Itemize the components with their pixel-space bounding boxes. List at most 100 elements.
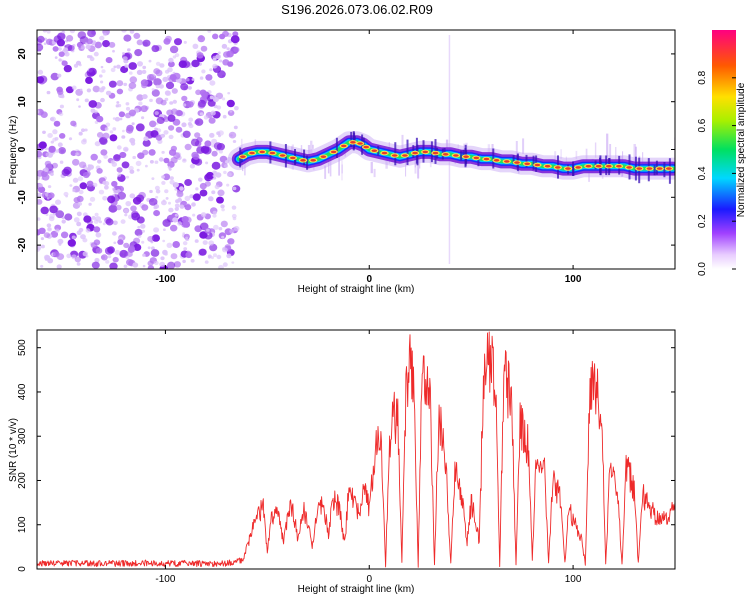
noise-speckle (183, 247, 188, 251)
noise-speckle (207, 254, 212, 259)
noise-speckle (149, 189, 153, 194)
peak-red (646, 167, 653, 170)
noise-speckle (85, 44, 91, 50)
noise-speckle (196, 52, 204, 59)
noise-speckle (116, 80, 124, 87)
noise-speckle (154, 185, 160, 191)
streak (327, 150, 330, 174)
streak (417, 165, 419, 180)
noise-speckle (151, 177, 155, 181)
noise-speckle (52, 129, 58, 135)
noise-speckle (112, 256, 119, 263)
noise-speckle (159, 63, 165, 68)
noise-speckle (176, 190, 184, 198)
noise-speckle (179, 186, 184, 191)
noise-speckle (61, 168, 70, 177)
noise-speckle (60, 94, 65, 99)
streak (457, 144, 459, 153)
noise-speckle (105, 122, 111, 127)
noise-speckle (88, 67, 97, 76)
noise-speckle (162, 199, 166, 202)
peak-red (391, 154, 398, 157)
figure-title: S196.2026.073.06.02.R09 (281, 2, 433, 17)
peak-red (381, 151, 388, 155)
streak (254, 139, 257, 150)
noise-speckle (138, 101, 143, 106)
noise-speckle (212, 96, 219, 103)
noise-speckle (52, 46, 59, 52)
peak-red (442, 153, 449, 156)
streak (341, 160, 343, 181)
noise-speckle (50, 117, 54, 121)
x-tick-label: -100 (155, 274, 175, 285)
spike (668, 158, 671, 184)
noise-speckle (212, 213, 217, 218)
noise-speckle (128, 62, 137, 70)
streak (417, 153, 420, 179)
noise-speckle (202, 146, 212, 155)
noise-speckle (184, 179, 193, 186)
noise-speckle (127, 48, 131, 52)
noise-speckle (168, 207, 174, 213)
noise-speckle (123, 242, 130, 249)
noise-speckle (203, 115, 209, 120)
noise-speckle (63, 64, 72, 73)
noise-speckle (187, 122, 192, 126)
noise-speckle (43, 42, 47, 45)
noise-speckle (179, 204, 185, 209)
noise-speckle (37, 43, 44, 52)
noise-speckle (61, 30, 65, 34)
noise-speckle (207, 30, 212, 33)
spike (350, 131, 353, 147)
noise-speckle (116, 64, 121, 69)
snr-panel: -100 0 100 0 100 200 300 400 500 Height of strai… (8, 329, 676, 595)
peak-red (575, 166, 581, 169)
noise-speckle (192, 213, 196, 217)
noise-speckle (230, 35, 240, 44)
streak (341, 164, 343, 174)
streak (324, 165, 327, 179)
noise-speckle (130, 205, 137, 212)
noise-speckle (99, 74, 103, 78)
noise-speckle (165, 90, 172, 97)
noise-speckle (87, 30, 96, 38)
noise-speckle (46, 30, 51, 34)
noise-speckle (122, 129, 125, 133)
noise-speckle (78, 227, 84, 233)
noise-speckle (195, 187, 199, 191)
noise-speckle (208, 196, 214, 202)
noise-speckle (185, 251, 193, 259)
noise-speckle (38, 183, 43, 188)
peak-red (412, 151, 418, 155)
noise-speckle (117, 103, 122, 108)
peak-red (259, 150, 266, 154)
noise-speckle (223, 164, 229, 168)
snr-xlabel: Height of straight line (km) (298, 584, 415, 595)
noise-speckle (58, 112, 64, 117)
noise-speckle (196, 146, 205, 154)
y-tick-label: -10 (17, 190, 28, 205)
noise-speckle (71, 85, 77, 90)
noise-speckle (148, 149, 156, 156)
noise-speckle (37, 143, 45, 151)
noise-speckle (42, 130, 46, 134)
noise-speckle (168, 134, 174, 140)
noise-speckle (174, 213, 178, 217)
noise-speckle (165, 81, 175, 90)
peak-red (483, 157, 490, 161)
noise-speckle (74, 256, 82, 263)
noise-speckle (216, 254, 222, 260)
noise-speckle (218, 51, 221, 54)
noise-speckle (129, 30, 135, 34)
noise-speckle (90, 153, 98, 161)
noise-speckle (141, 240, 145, 244)
noise-speckle (67, 239, 77, 247)
noise-speckle (149, 160, 154, 164)
noise-speckle (150, 249, 160, 257)
noise-speckle (84, 98, 89, 103)
x-tick-label: 0 (366, 274, 372, 285)
noise-speckle (195, 89, 202, 96)
peak-red (534, 163, 541, 167)
noise-speckle (54, 137, 59, 141)
